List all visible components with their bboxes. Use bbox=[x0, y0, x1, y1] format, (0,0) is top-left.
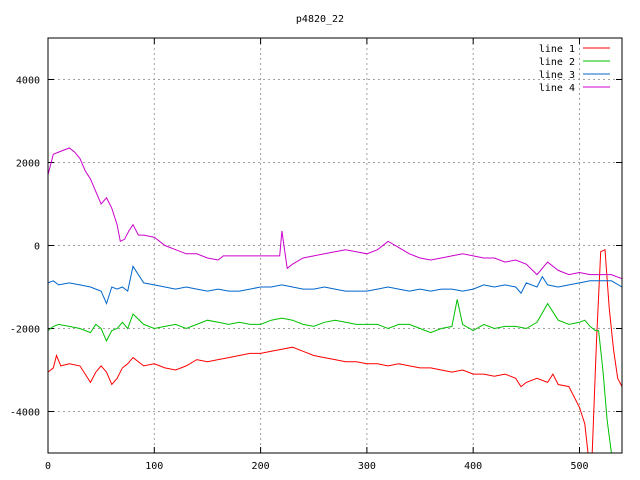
legend-label-1: line 1 bbox=[539, 44, 575, 55]
y-tick-label: 4000 bbox=[16, 76, 40, 87]
legend: line 1 line 2 line 3 line 4 bbox=[539, 44, 610, 94]
y-axis-ticks: -4000 -2000 0 2000 4000 bbox=[10, 76, 622, 419]
x-tick-label: 0 bbox=[45, 461, 51, 472]
x-tick-label: 300 bbox=[358, 461, 376, 472]
grid bbox=[47, 38, 622, 453]
x-tick-label: 100 bbox=[145, 461, 163, 472]
legend-label-2: line 2 bbox=[539, 57, 575, 68]
series-line-1 bbox=[47, 248, 623, 454]
y-tick-label: -4000 bbox=[10, 408, 40, 419]
legend-label-4: line 4 bbox=[539, 83, 575, 94]
series-line-4 bbox=[47, 147, 623, 280]
series-line-3 bbox=[47, 265, 623, 306]
y-tick-label: 0 bbox=[34, 242, 40, 253]
y-tick-label: 2000 bbox=[16, 159, 40, 170]
series-line-2 bbox=[47, 299, 622, 454]
series-layer bbox=[47, 147, 623, 454]
x-tick-label: 500 bbox=[570, 461, 588, 472]
plot-frame bbox=[47, 37, 623, 454]
x-tick-label: 400 bbox=[464, 461, 482, 472]
chart-title: p4820_22 bbox=[296, 14, 344, 25]
y-tick-label: -2000 bbox=[10, 325, 40, 336]
legend-label-3: line 3 bbox=[539, 70, 575, 81]
x-tick-label: 200 bbox=[252, 461, 270, 472]
